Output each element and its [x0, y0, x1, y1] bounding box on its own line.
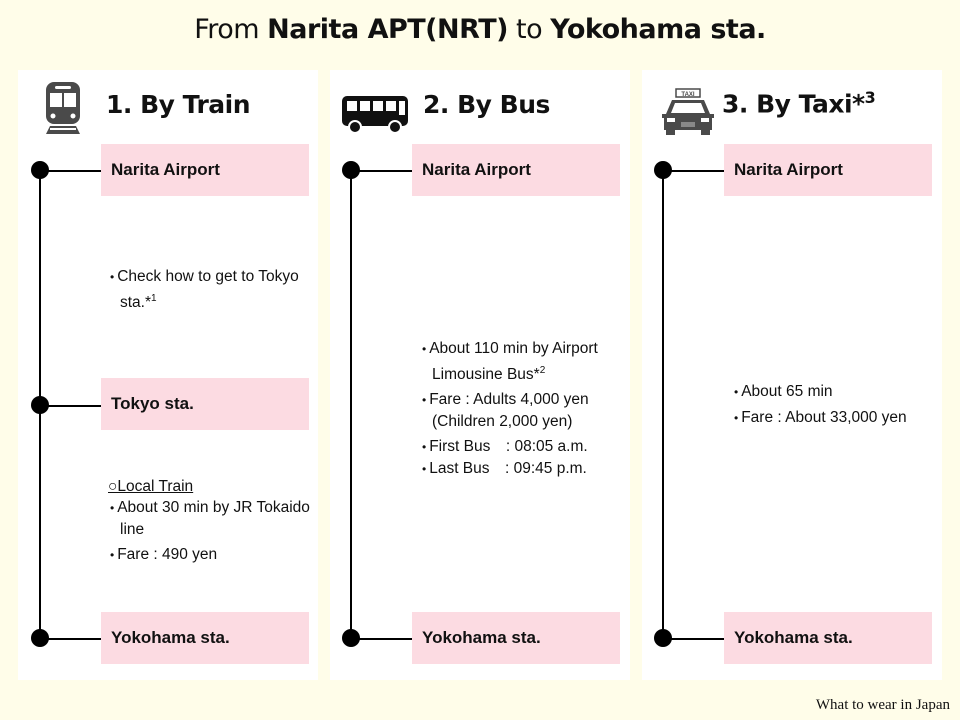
stop-dot — [654, 161, 672, 179]
route-heading: 3. By Taxi*3 — [722, 88, 876, 119]
page-title: From Narita APT(NRT) to Yokohama sta. — [194, 14, 766, 45]
train-route-panel: 1. By Train Narita Airport Check how to … — [18, 70, 318, 680]
stop-dot — [342, 629, 360, 647]
route-heading: 1. By Train — [106, 90, 251, 119]
svg-text:TAXI: TAXI — [681, 92, 695, 98]
stop-narita-airport: Narita Airport — [101, 144, 309, 196]
taxi-route-panel: TAXI 3. By Taxi*3 Narita Airport About 6… — [642, 70, 942, 680]
connector — [664, 638, 726, 640]
connector — [352, 638, 414, 640]
stop-dot — [342, 161, 360, 179]
taxi-icon: TAXI — [662, 88, 714, 135]
train-icon — [46, 82, 80, 134]
stop-tokyo-sta: Tokyo sta. — [101, 378, 309, 430]
connector — [352, 170, 414, 172]
connector — [40, 638, 102, 640]
connector — [664, 170, 726, 172]
stop-dot — [654, 629, 672, 647]
timeline — [662, 170, 664, 638]
stop-narita-airport: Narita Airport — [724, 144, 932, 196]
bus-icon — [342, 96, 408, 134]
footer-credit: What to wear in Japan — [815, 697, 950, 713]
notes: Check how to get to Tokyo sta.*1 — [110, 266, 315, 317]
notes: About 65 min Fare : About 33,000 yen — [734, 381, 939, 433]
notes: ○Local Train About 30 min by JR Tokaido … — [108, 476, 315, 570]
route-heading: 2. By Bus — [423, 90, 550, 119]
connector — [40, 170, 102, 172]
stop-yokohama-sta: Yokohama sta. — [412, 612, 620, 664]
stop-yokohama-sta: Yokohama sta. — [101, 612, 309, 664]
stop-narita-airport: Narita Airport — [412, 144, 620, 196]
timeline — [350, 170, 352, 638]
bus-route-panel: 2. By Bus Narita Airport About 110 min b… — [330, 70, 630, 680]
connector — [40, 405, 102, 407]
notes: About 110 min by Airport Limousine Bus*2… — [422, 338, 627, 484]
stop-yokohama-sta: Yokohama sta. — [724, 612, 932, 664]
